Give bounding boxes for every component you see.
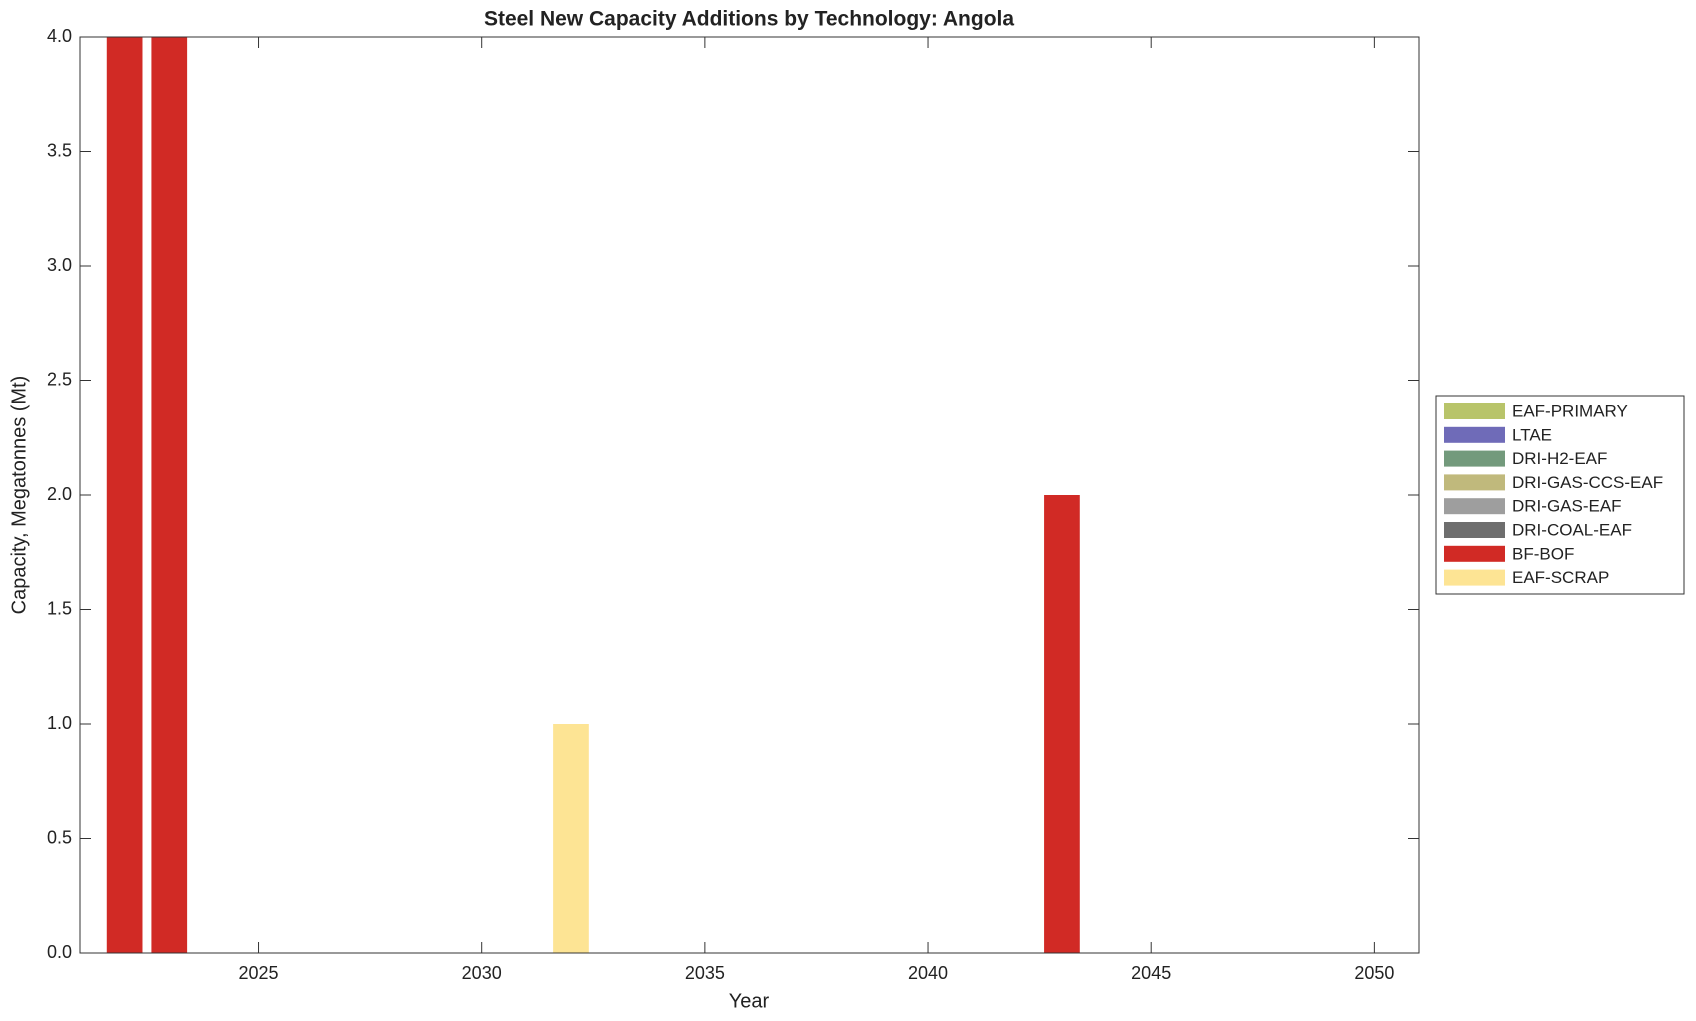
y-tick-label: 3.5 [47,140,72,160]
y-tick-label: 1.0 [47,713,72,733]
y-tick-label: 2.5 [47,369,72,389]
legend-swatch [1444,522,1505,538]
legend-swatch [1444,545,1505,562]
y-tick-label: 0.5 [47,827,72,847]
legend-swatch [1444,426,1505,443]
legend-swatch [1444,569,1505,586]
x-tick-label: 2050 [1354,963,1394,983]
legend-swatch [1444,450,1505,467]
x-tick-label: 2030 [462,963,502,983]
legend-label: DRI-GAS-EAF [1512,497,1622,516]
y-tick-label: 3.0 [47,255,72,275]
bar-segment [151,37,188,953]
y-tick-label: 2.0 [47,484,72,504]
legend-swatch [1444,403,1505,419]
chart-title: Steel New Capacity Additions by Technolo… [484,8,1014,31]
bar-segment [553,724,589,953]
legend-label: DRI-H2-EAF [1512,449,1607,468]
legend-label: EAF-SCRAP [1512,568,1609,587]
y-tick-label: 4.0 [47,26,72,46]
legend-label: BF-BOF [1512,544,1574,563]
y-tick-label: 1.5 [47,598,72,618]
legend-label: DRI-GAS-CCS-EAF [1512,473,1663,492]
legend-label: LTAE [1512,425,1552,444]
x-tick-label: 2035 [685,963,725,983]
x-tick-label: 2045 [1131,963,1171,983]
x-tick-label: 2025 [239,963,279,983]
bars [106,37,1080,953]
legend-swatch [1444,474,1505,491]
bar-segment [1044,495,1080,953]
legend-label: EAF-PRIMARY [1512,401,1628,420]
legend-label: DRI-COAL-EAF [1512,520,1632,539]
legend-box [1435,395,1685,595]
legend-swatch [1444,498,1505,515]
bar-segment [106,37,143,953]
x-tick-label: 2040 [908,963,948,983]
y-tick-label: 0.0 [47,942,72,962]
y-axis-label: Capacity, Megatonnes (Mt) [8,376,30,615]
x-axis-label: Year [729,990,770,1012]
